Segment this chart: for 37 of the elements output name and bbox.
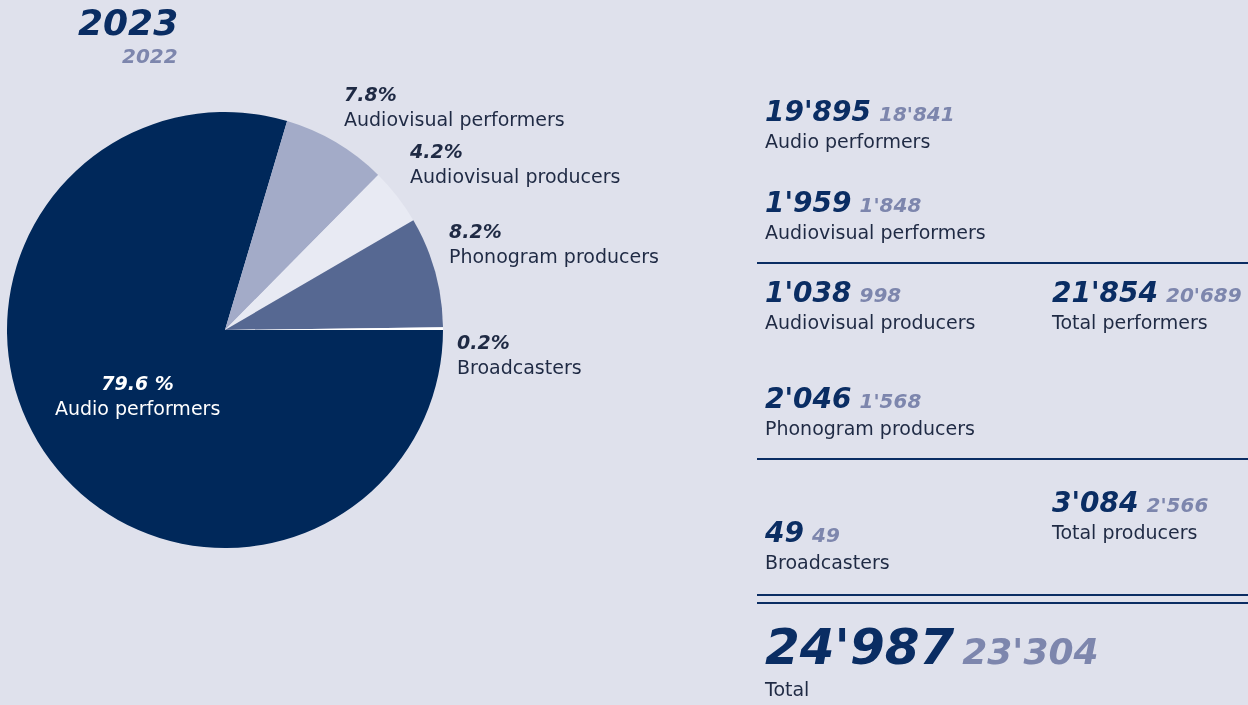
text: Audiovisual producers <box>765 311 976 333</box>
data-label: 4.2% <box>409 140 463 162</box>
text: 3'084 <box>1052 486 1139 519</box>
text: Total <box>765 678 811 700</box>
text: 1'038 <box>765 276 852 309</box>
slice-label: Broadcasters <box>457 355 582 378</box>
slice-label: Audiovisual performers <box>344 107 565 130</box>
text: 1'959 <box>765 186 852 219</box>
text: 2'046 <box>765 382 852 415</box>
pie-slice <box>225 220 443 330</box>
text: 49 <box>811 523 840 547</box>
chart-title: 2023 <box>78 2 179 43</box>
slice-label: Audiovisual producers <box>410 164 621 187</box>
text: 23'304 <box>962 631 1099 672</box>
text: 1'568 <box>859 389 922 413</box>
text: 2'566 <box>1146 493 1209 517</box>
text: 19'895 <box>765 95 871 128</box>
text: 21'854 <box>1052 276 1158 309</box>
text: Broadcasters <box>765 551 890 573</box>
data-label: 0.2% <box>457 331 510 353</box>
text: 20'689 <box>1165 283 1242 307</box>
text: 18'841 <box>878 102 955 126</box>
data-label: 8.2% <box>449 220 502 242</box>
text: Phonogram producers <box>765 417 975 439</box>
text: Audio performers <box>765 130 932 152</box>
slice-label: Audio performers <box>54 396 221 419</box>
data-label: 7.8% <box>344 83 397 105</box>
slice-label: Phonogram producers <box>449 244 659 267</box>
data-label: 79.6 % <box>101 371 174 394</box>
text: Audiovisual performers <box>765 221 986 243</box>
text: 1'848 <box>859 193 922 217</box>
text: Total producers <box>1052 521 1199 543</box>
text: Total performers <box>1052 311 1209 333</box>
text: 49 <box>765 516 804 549</box>
text: 24'987 <box>765 618 955 676</box>
text: 998 <box>859 283 902 307</box>
chart-subtitle: 2022 <box>122 44 178 68</box>
